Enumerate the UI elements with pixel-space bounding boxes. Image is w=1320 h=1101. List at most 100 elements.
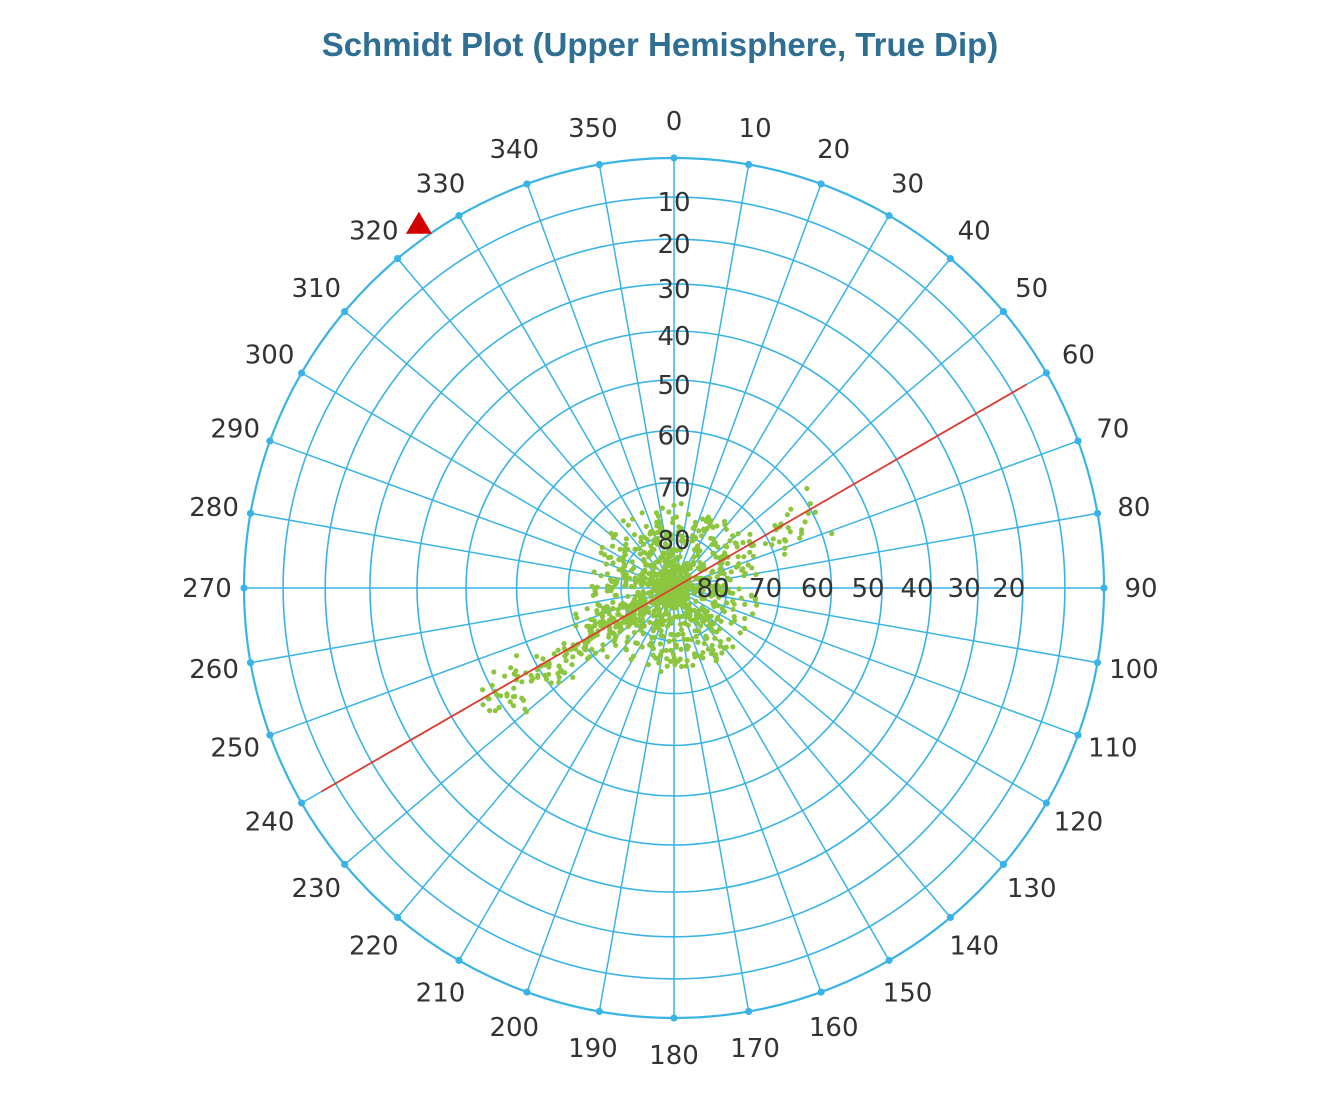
data-point — [728, 569, 734, 575]
data-point — [631, 565, 637, 571]
data-point — [641, 549, 648, 556]
data-point — [692, 519, 699, 526]
azimuth-tick-label: 40 — [958, 216, 991, 246]
data-point — [727, 538, 733, 544]
data-point — [510, 694, 516, 700]
data-point — [686, 602, 692, 608]
spoke-end-dot — [745, 1007, 753, 1016]
data-point — [721, 518, 728, 525]
data-point — [710, 524, 716, 531]
data-point — [535, 672, 541, 678]
data-point — [599, 614, 605, 620]
data-point — [713, 655, 720, 662]
data-point — [752, 595, 759, 602]
data-point — [685, 622, 691, 628]
spoke-end-dot — [670, 154, 678, 162]
data-point — [692, 523, 698, 529]
data-point — [633, 622, 640, 628]
data-point — [601, 605, 607, 612]
data-point — [640, 596, 646, 602]
data-point — [659, 622, 666, 628]
spoke-end-dot — [1042, 369, 1050, 377]
data-point — [710, 629, 716, 635]
spoke-end-dot — [745, 160, 753, 169]
data-point — [725, 560, 731, 567]
data-point — [717, 643, 723, 649]
spoke-end-dot — [595, 1007, 603, 1016]
data-point — [677, 621, 684, 628]
data-point — [687, 613, 693, 619]
data-point — [736, 586, 742, 592]
data-point — [655, 513, 662, 519]
azimuth-tick-label: 30 — [891, 170, 924, 200]
azimuth-spoke — [598, 587, 675, 1012]
spoke-end-dot — [246, 509, 255, 517]
data-point — [658, 632, 664, 638]
data-point — [782, 551, 788, 557]
data-point — [648, 543, 654, 549]
data-point — [643, 523, 649, 530]
data-point — [651, 634, 657, 640]
data-point — [646, 554, 652, 560]
data-point — [600, 647, 606, 653]
data-point — [480, 687, 486, 693]
data-point — [617, 602, 624, 608]
data-point — [617, 629, 623, 635]
data-point — [675, 529, 681, 535]
data-point — [642, 608, 648, 614]
data-point — [700, 650, 706, 656]
spoke-end-dot — [455, 956, 463, 964]
spoke-end-dot — [298, 369, 306, 377]
data-point — [668, 647, 674, 653]
azimuth-tick-label: 0 — [666, 107, 683, 137]
dip-tick-label-east: 50 — [851, 574, 884, 604]
azimuth-spoke — [269, 440, 675, 589]
data-point — [730, 590, 736, 596]
data-point — [598, 573, 604, 579]
data-point — [658, 569, 664, 575]
data-point — [508, 665, 514, 671]
data-point — [703, 577, 709, 583]
data-point — [628, 620, 634, 626]
data-point — [721, 645, 727, 652]
data-point — [711, 603, 717, 610]
data-point — [610, 605, 616, 612]
spoke-end-dot — [999, 308, 1008, 316]
data-point — [624, 639, 630, 645]
data-point — [671, 546, 677, 552]
spoke-end-dot — [946, 913, 955, 922]
data-point — [637, 612, 643, 618]
data-point — [644, 562, 650, 568]
data-point — [718, 618, 724, 624]
data-point — [636, 593, 642, 599]
azimuth-tick-label: 130 — [1007, 874, 1057, 904]
data-point — [664, 594, 670, 600]
azimuth-tick-label: 60 — [1062, 341, 1095, 371]
data-point — [511, 685, 517, 691]
spoke-end-dot — [1093, 659, 1102, 667]
data-point — [496, 704, 502, 711]
data-point — [700, 562, 707, 568]
azimuth-spoke — [526, 587, 675, 993]
data-point — [502, 673, 508, 679]
dip-tick-label-north: 10 — [657, 188, 690, 218]
data-point — [725, 586, 731, 593]
data-point — [563, 658, 569, 664]
data-point — [492, 708, 498, 714]
data-point — [629, 613, 635, 619]
data-point — [598, 623, 604, 629]
data-point — [784, 512, 791, 518]
data-point — [695, 639, 701, 645]
data-point — [787, 529, 793, 535]
data-point — [519, 695, 525, 701]
spoke-end-dot — [455, 212, 463, 220]
data-point — [584, 606, 590, 612]
azimuth-tick-label: 340 — [489, 135, 539, 165]
data-point — [682, 610, 689, 616]
data-point — [691, 607, 697, 613]
data-point — [666, 554, 672, 560]
data-point — [730, 533, 736, 539]
data-point — [666, 509, 672, 515]
spoke-end-dot — [595, 160, 603, 169]
data-point — [688, 637, 695, 643]
